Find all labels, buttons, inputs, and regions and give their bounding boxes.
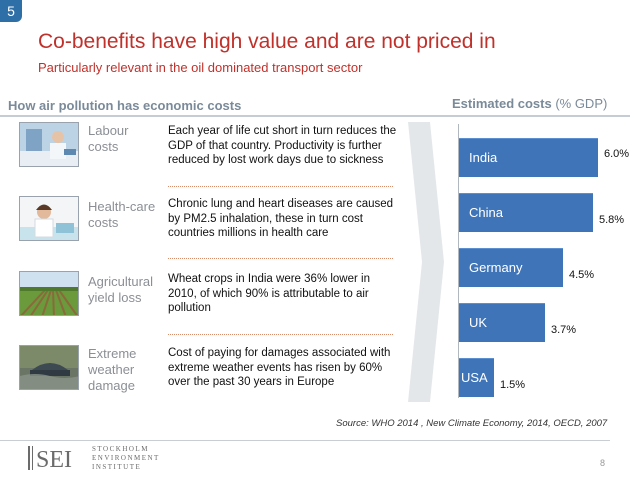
bar-category-label: China [469,205,503,220]
crop-field-photo [19,271,79,316]
chart-axis [458,124,459,398]
right-section-header: Estimated costs (% GDP) [452,96,607,111]
row-separator [168,334,393,335]
row-label-agricultural: Agricultural yield loss [88,274,153,306]
nurse-photo [19,196,79,241]
bar-category-label: India [469,150,498,165]
row-label-weather: Extreme weather damage [88,346,136,394]
slide-title: Co-benefits have high value and are not … [38,30,496,53]
bar-value-label: 5.8% [599,214,625,226]
row-label-healthcare: Health-care costs [88,199,155,231]
logo-line: STOCKHOLM [92,445,149,453]
footer-divider [0,440,610,441]
bar-india [459,138,598,177]
sei-logo-text: STOCKHOLM ENVIRONMENT INSTITUTE [92,445,160,472]
logo-line: INSTITUTE [92,463,142,471]
logo-line: ENVIRONMENT [92,454,160,462]
lab-worker-photo [19,122,79,167]
bar-value-label: 4.5% [569,269,595,281]
chevron-arrow-icon [408,122,444,402]
row-separator [168,186,393,187]
row-desc-agricultural: Wheat crops in India were 36% lower in 2… [168,273,370,314]
chart-title-unit: (% GDP) [551,96,608,111]
bar-category-label: USA [461,370,488,385]
bar-value-label: 3.7% [551,324,577,336]
flooded-car-photo [19,345,79,390]
row-label-text: Agricultural yield loss [88,274,154,305]
bar-value-label: 6.0% [604,148,630,160]
row-desc-weather: Cost of paying for damages associated wi… [168,347,391,388]
row-label-labour: Labour costs [88,123,128,155]
header-divider [0,115,630,117]
page-number: 8 [600,458,606,468]
bar-usa [459,358,494,397]
svg-text:SEI: SEI [36,447,72,472]
slide-number-badge: 5 [0,0,22,22]
bar-value-label: 1.5% [500,379,526,391]
slide-subtitle: Particularly relevant in the oil dominat… [38,60,363,75]
bar-germany [459,248,563,287]
row-label-text: Extreme weather damage [88,346,137,393]
bar-china [459,193,593,232]
sei-logo-mark: SEI [28,446,72,472]
chart-title: Estimated costs [452,96,552,111]
row-desc-labour: Each year of life cut short in turn redu… [168,125,397,166]
source-note: Source: WHO 2014 , New Climate Economy, … [336,418,608,429]
bar-category-label: UK [469,315,488,330]
row-desc-healthcare: Chronic lung and heart diseases are caus… [168,198,394,239]
row-label-text: Health-care costs [88,199,156,230]
bar-uk [459,303,545,342]
left-section-header: How air pollution has economic costs [8,98,242,113]
row-label-text: Labour costs [88,123,129,154]
row-separator [168,258,393,259]
bar-category-label: Germany [469,260,523,275]
